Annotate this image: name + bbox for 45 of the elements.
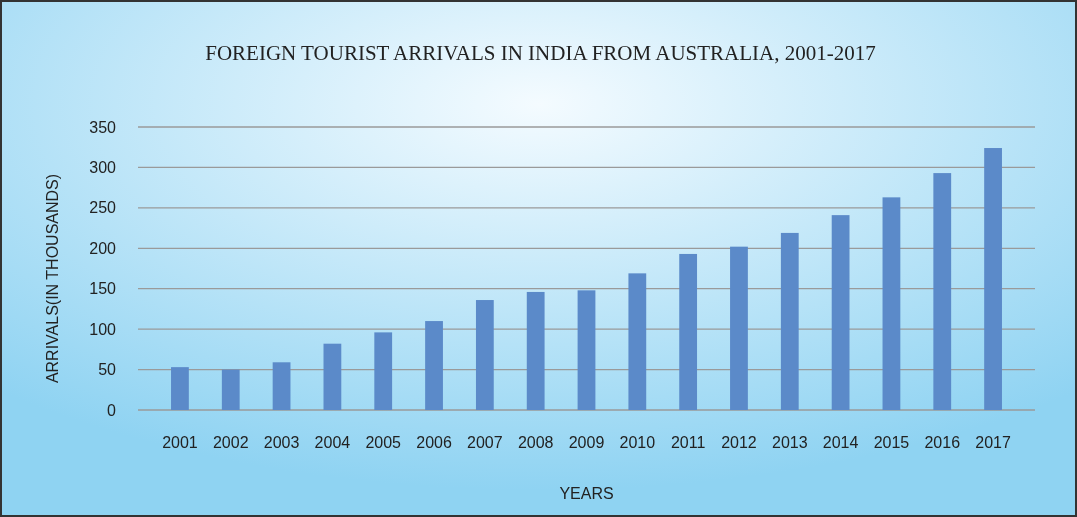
x-tick-label: 2017 — [975, 434, 1011, 451]
y-tick-label: 250 — [89, 199, 117, 217]
chart-title: FOREIGN TOURIST ARRIVALS IN INDIA FROM AUSTRALIA, 2001-2017 — [205, 41, 876, 65]
x-tick-label: 2016 — [924, 434, 961, 451]
bar — [221, 369, 240, 410]
bar — [933, 173, 952, 410]
x-tick-label: 2002 — [212, 434, 249, 451]
y-tick-label: 300 — [89, 159, 117, 177]
x-tick-label: 2009 — [568, 434, 605, 451]
y-tick-label: 350 — [89, 118, 117, 136]
x-tick-label: 2008 — [517, 434, 554, 451]
x-tick-label: 2014 — [822, 434, 859, 451]
bar — [374, 332, 393, 410]
y-tick-label: 100 — [89, 320, 117, 338]
x-tick-label: 2011 — [670, 434, 706, 451]
y-tick-label: 200 — [89, 239, 117, 257]
y-axis-title: ARRIVALS(IN THOUSANDS) — [44, 173, 61, 384]
bar — [272, 362, 291, 410]
y-tick-label: 0 — [107, 401, 117, 419]
bar — [984, 148, 1002, 410]
x-tick-label: 2012 — [721, 434, 757, 451]
x-tick-label: 2013 — [771, 434, 808, 451]
x-tick-label: 2006 — [416, 434, 452, 451]
bar — [526, 291, 545, 410]
y-tick-label: 50 — [98, 361, 117, 379]
x-tick-label: 2004 — [314, 434, 351, 451]
x-tick-label: 2007 — [467, 434, 503, 451]
x-tick-label: 2001 — [162, 434, 198, 451]
x-tick-label: 2015 — [873, 434, 910, 451]
bar — [475, 300, 494, 410]
x-tick-label: 2003 — [263, 434, 300, 451]
bar — [882, 197, 901, 410]
bar — [628, 273, 647, 410]
bar — [679, 253, 698, 410]
y-tick-label: 150 — [89, 280, 117, 298]
bar — [577, 290, 596, 410]
bar — [425, 321, 443, 410]
x-tick-label: 2010 — [619, 434, 656, 451]
x-axis-title: YEARS — [559, 485, 614, 502]
bar — [831, 215, 850, 410]
x-tick-label: 2005 — [365, 434, 402, 451]
bar — [323, 343, 342, 410]
bar — [730, 246, 748, 410]
bar — [780, 232, 799, 410]
bar — [171, 367, 189, 410]
